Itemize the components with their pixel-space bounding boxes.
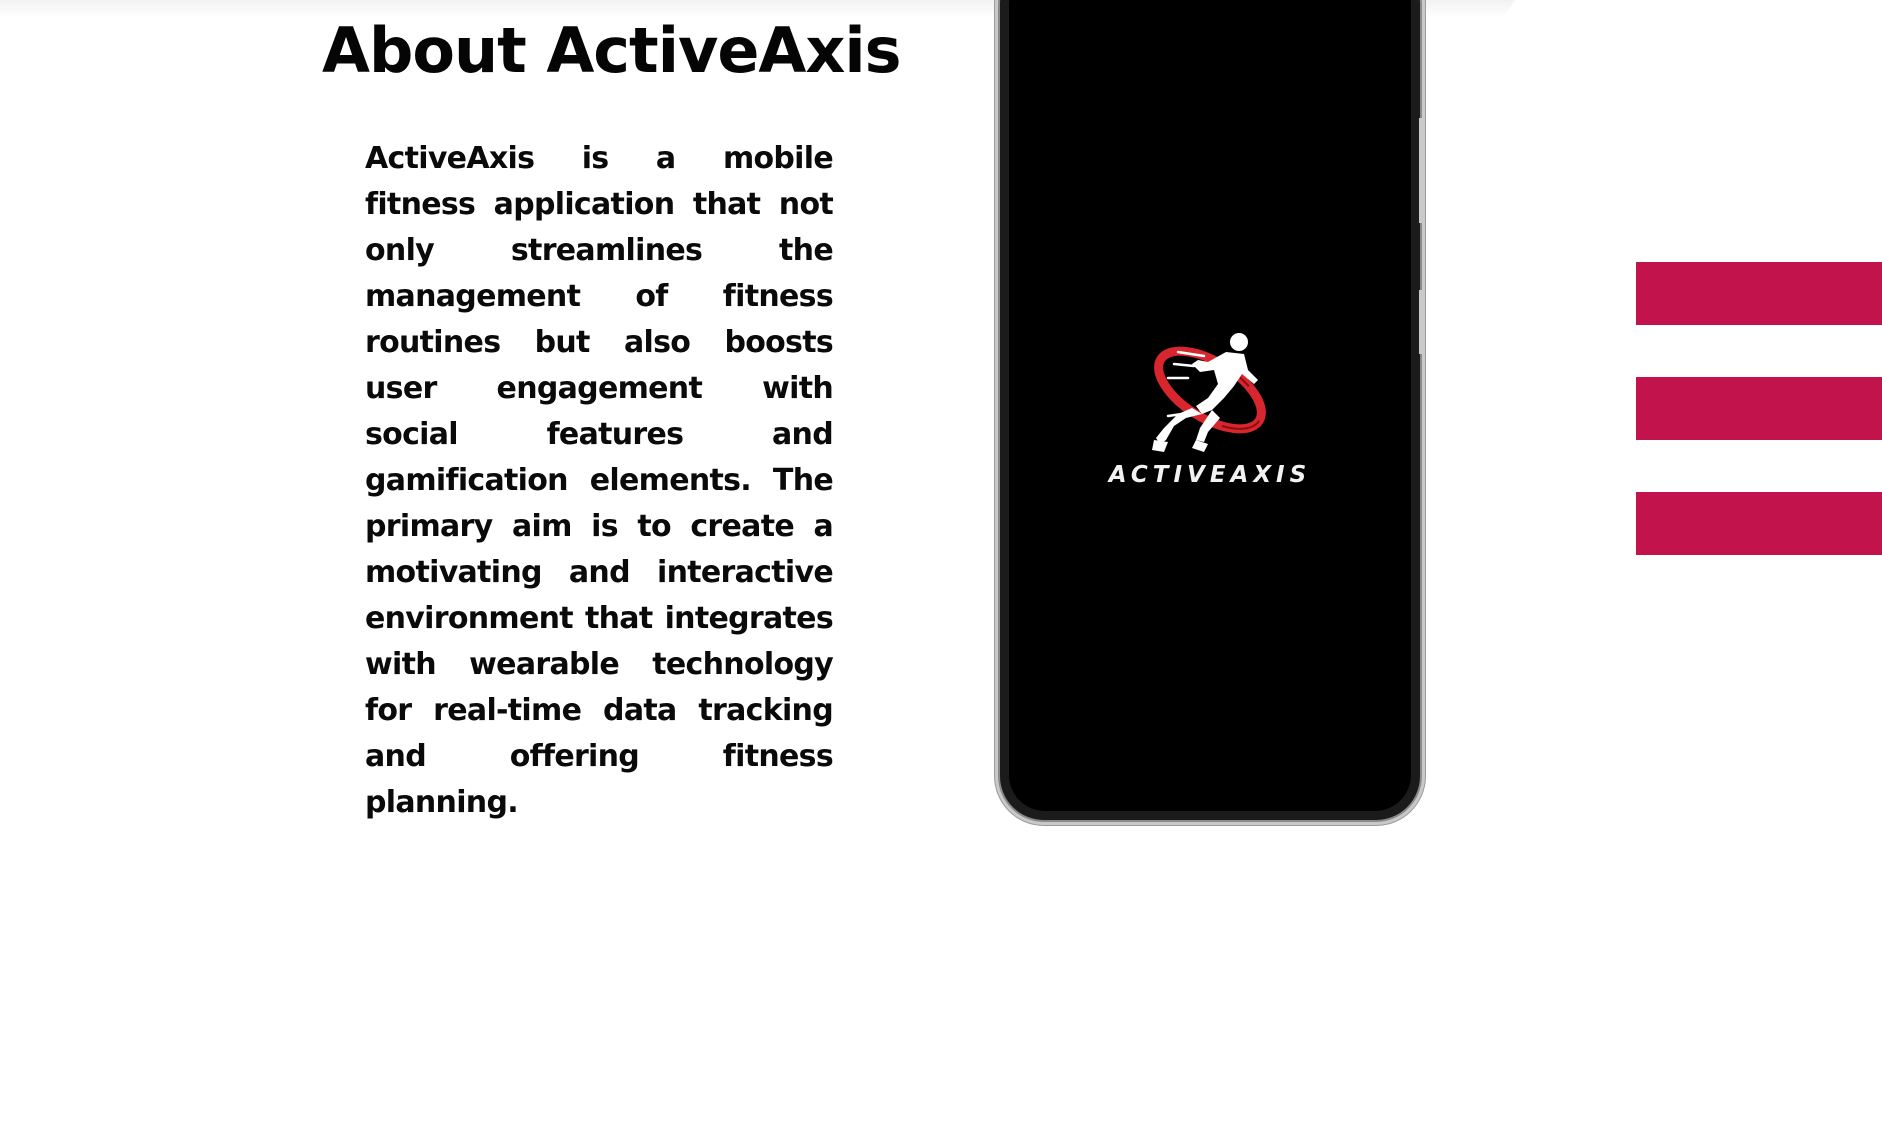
decorative-bar — [1636, 262, 1882, 325]
runner-icon — [1152, 333, 1266, 452]
phone-side-button — [1419, 118, 1425, 223]
logo-text: ACTIVEAXIS — [1108, 462, 1312, 488]
decorative-bar — [1636, 377, 1882, 440]
phone-side-button — [1419, 290, 1425, 354]
decorative-bar — [1636, 492, 1882, 555]
decorative-white-mask — [1380, 0, 1882, 1140]
page-title: About ActiveAxis — [322, 14, 902, 87]
about-description: ActiveAxis is a mobile fitness applicati… — [365, 141, 834, 820]
